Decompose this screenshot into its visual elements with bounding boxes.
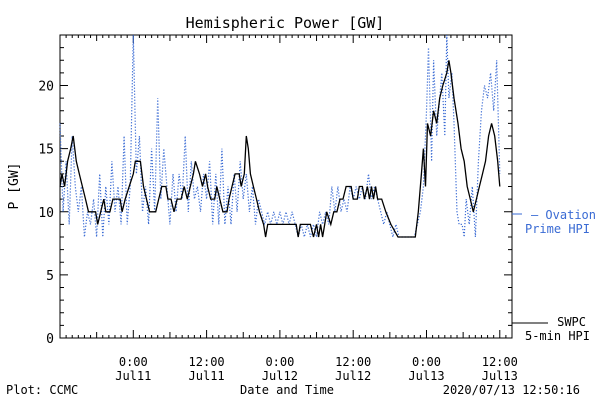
x-tick-label-date: Jul11 <box>189 369 225 383</box>
footer-credit: Plot: CCMC <box>6 383 78 397</box>
x-tick-label-time: 0:00 <box>265 355 294 369</box>
ovation-legend-label-2: Prime HPI <box>525 222 590 236</box>
ovation-prime-hpi-line <box>59 34 501 238</box>
ovation-legend-label: — Ovation <box>531 208 596 222</box>
x-tick-label-time: 12:00 <box>335 355 371 369</box>
x-tick-label-time: 0:00 <box>412 355 441 369</box>
y-tick-label: 20 <box>38 80 54 95</box>
y-tick-label: 15 <box>38 143 54 158</box>
series-layer <box>59 34 501 238</box>
x-axis: 0:00Jul1112:00Jul110:00Jul1212:00Jul120:… <box>59 35 518 383</box>
x-tick-label-date: Jul11 <box>115 369 151 383</box>
swpc-legend-label: SWPC <box>557 315 586 329</box>
x-tick-label-date: Jul13 <box>482 369 518 383</box>
y-axis-label: P [GW] <box>7 163 22 210</box>
y-tick-label: 10 <box>38 206 54 221</box>
x-tick-label-time: 12:00 <box>189 355 225 369</box>
chart-title: Hemispheric Power [GW] <box>186 14 385 32</box>
x-axis-label: Date and Time <box>240 383 334 397</box>
x-tick-label-date: Jul12 <box>262 369 298 383</box>
x-tick-label-date: Jul12 <box>335 369 371 383</box>
y-tick-label: 0 <box>46 332 54 347</box>
x-tick-label-date: Jul13 <box>408 369 444 383</box>
footer-timestamp: 2020/07/13 12:50:16 <box>443 383 580 397</box>
x-tick-label-time: 0:00 <box>119 355 148 369</box>
x-tick-label-time: 12:00 <box>482 355 518 369</box>
y-axis: 0 5 10 15 20 <box>38 34 512 347</box>
swpc-legend-label-2: 5-min HPI <box>525 329 590 343</box>
y-tick-label: 5 <box>46 269 54 284</box>
swpc-hpi-line <box>59 60 501 238</box>
